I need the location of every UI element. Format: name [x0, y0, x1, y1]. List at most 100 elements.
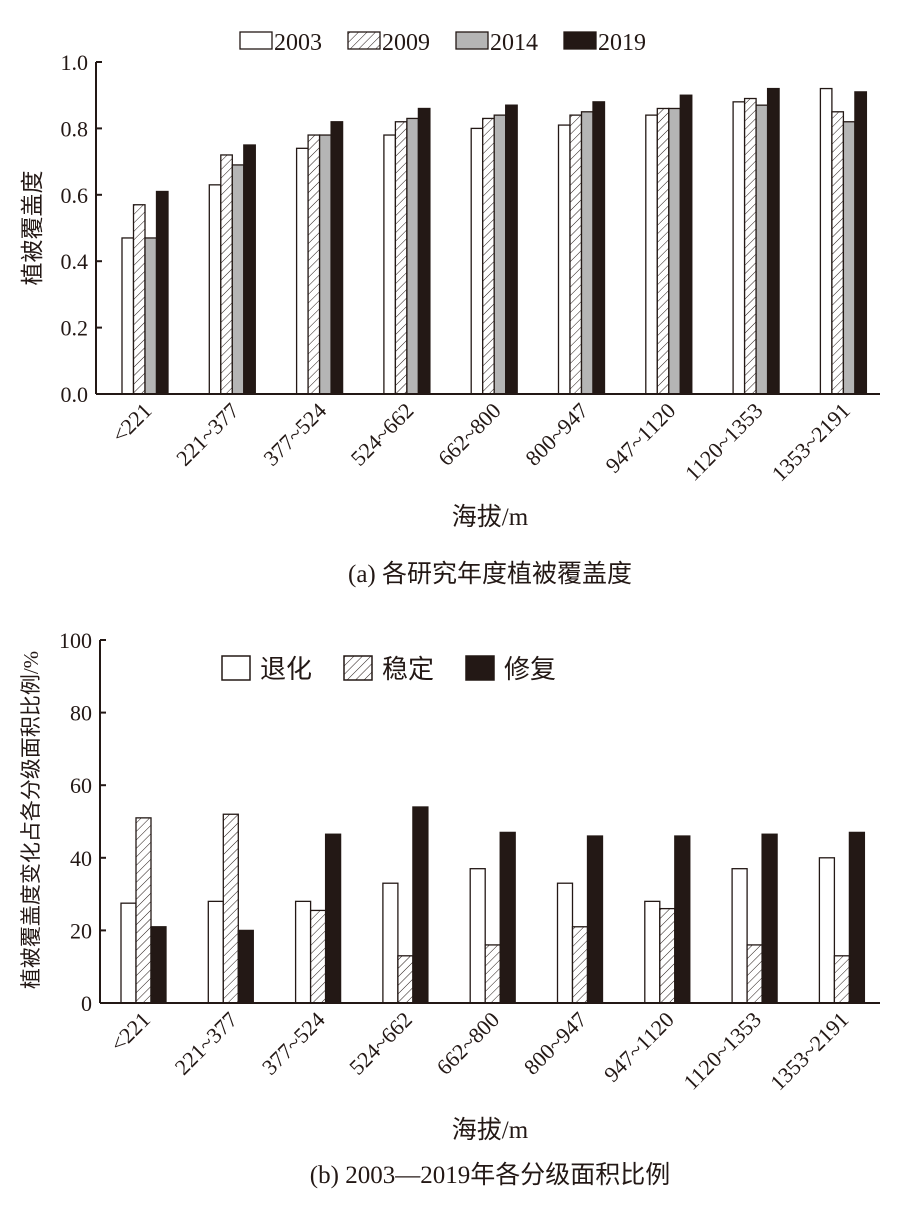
x-tick-label: 662~800: [431, 1007, 504, 1080]
bar-2014-6: [668, 107, 681, 395]
bar-稳定-4: [484, 944, 501, 1004]
bar-稳定-6: [659, 907, 676, 1004]
x-tick-label: 1353~2191: [765, 1007, 853, 1095]
x-tick-label: 1120~1353: [680, 398, 768, 486]
bar-2019-0: [155, 190, 169, 395]
bar-2009-5: [569, 114, 583, 395]
bar-2019-2: [330, 121, 344, 395]
legend-label: 修复: [504, 655, 556, 684]
bar-修复-7: [761, 833, 778, 1004]
y-tick-label: 1.0: [61, 50, 89, 75]
bar-修复-0: [150, 926, 167, 1004]
chart-title: (a) 各研究年度植被覆盖度: [348, 560, 632, 588]
bar-2014-5: [580, 111, 594, 395]
bar-稳定-8: [833, 955, 851, 1004]
bar-退化-0: [120, 902, 137, 1004]
bar-2003-5: [557, 124, 571, 395]
bar-2014-1: [231, 164, 245, 395]
bar-稳定-1: [222, 813, 239, 1004]
bar-修复-1: [237, 929, 254, 1004]
bar-稳定-0: [135, 817, 152, 1004]
y-tick-label: 20: [70, 918, 92, 943]
x-axis-label: 海拔/m: [452, 503, 529, 531]
bar-2003-1: [208, 184, 222, 395]
legend-swatch-修复: [465, 655, 495, 681]
bar-2019-8: [854, 91, 868, 395]
bar-2009-0: [132, 204, 146, 395]
bar-2019-4: [505, 104, 518, 395]
bar-2019-3: [417, 107, 431, 395]
x-tick-label: <221: [107, 398, 157, 448]
legend-label: 稳定: [382, 655, 434, 684]
x-axis-label: 海拔/m: [452, 1116, 529, 1144]
bar-退化-6: [644, 900, 661, 1004]
bar-2009-3: [394, 121, 408, 395]
y-axis-label: 植被覆盖度变化占各分级面积比例/%: [19, 651, 43, 989]
x-tick-label: 377~524: [258, 398, 331, 471]
bar-2003-4: [470, 127, 484, 395]
chart-title: (b) 2003—2019年各分级面积比例: [310, 1161, 670, 1189]
x-tick-label: <221: [105, 1007, 155, 1057]
x-tick-label: 524~662: [346, 398, 419, 471]
legend-swatch-2009: [347, 31, 381, 50]
bar-2009-4: [482, 117, 495, 395]
bar-2014-0: [144, 237, 158, 395]
bar-2019-6: [679, 94, 693, 395]
bar-2003-8: [819, 87, 833, 395]
x-tick-label: 377~524: [257, 1007, 330, 1080]
bar-退化-4: [469, 868, 486, 1004]
bar-稳定-7: [746, 944, 763, 1004]
bar-2009-1: [220, 154, 233, 395]
y-tick-label: 0.4: [61, 249, 89, 274]
legend-swatch-2014: [455, 31, 489, 50]
y-axis-label: 植被覆盖度: [20, 171, 45, 286]
x-tick-label: 524~662: [344, 1007, 417, 1080]
bar-2003-6: [645, 114, 658, 395]
legend-label: 2014: [490, 30, 538, 56]
bar-修复-8: [848, 831, 866, 1004]
bar-稳定-5: [571, 926, 589, 1004]
bar-2003-7: [732, 101, 746, 395]
bar-稳定-3: [397, 955, 414, 1004]
legend-label: 2003: [274, 30, 322, 56]
x-tick-label: 1353~2191: [767, 398, 855, 486]
bar-2009-8: [831, 111, 845, 395]
x-tick-label: 662~800: [433, 398, 506, 471]
bar-2014-4: [493, 114, 507, 395]
y-tick-label: 0: [81, 991, 92, 1016]
bar-2003-3: [383, 134, 397, 395]
x-tick-label: 221~377: [170, 1007, 243, 1080]
bar-2019-1: [243, 144, 256, 395]
bar-退化-3: [382, 882, 399, 1004]
bar-2009-2: [307, 134, 321, 395]
chart-a: 0.0 0.2 0.4 0.6 0.8 1.0 <221 221~377 377~524 524~…: [20, 30, 880, 588]
x-tick-label: 800~947: [519, 1007, 592, 1080]
bar-2009-6: [656, 107, 670, 395]
y-tick-label: 0.8: [61, 116, 89, 141]
bar-2019-5: [592, 101, 606, 395]
y-tick-label: 80: [70, 701, 92, 726]
x-tick-label: 947~1120: [599, 1007, 679, 1087]
y-tick-label: 0.6: [61, 183, 89, 208]
legend-label: 2019: [598, 30, 646, 56]
y-tick-label: 60: [70, 773, 92, 798]
x-tick-label: 800~947: [520, 398, 593, 471]
x-tick-label: 947~1120: [600, 398, 680, 478]
legend-label: 退化: [260, 655, 312, 684]
y-tick-label: 100: [59, 628, 92, 653]
bar-退化-7: [731, 868, 748, 1004]
chart-b: 0 20 40 60 80 100 <221 221~377 377~524 524~662 662…: [19, 628, 880, 1189]
bar-2009-7: [743, 97, 757, 395]
bar-修复-6: [674, 835, 691, 1004]
legend-swatch-退化: [221, 655, 251, 681]
bar-修复-2: [324, 833, 342, 1004]
legend-swatch-2003: [239, 31, 273, 50]
bar-稳定-2: [309, 909, 327, 1004]
bar-退化-1: [207, 900, 224, 1004]
bar-退化-2: [294, 900, 312, 1004]
legend-label: 2009: [382, 30, 430, 56]
legend-swatch-2019: [563, 31, 597, 50]
bar-2003-2: [295, 147, 309, 395]
bar-修复-4: [499, 831, 516, 1004]
bar-退化-8: [818, 857, 836, 1004]
